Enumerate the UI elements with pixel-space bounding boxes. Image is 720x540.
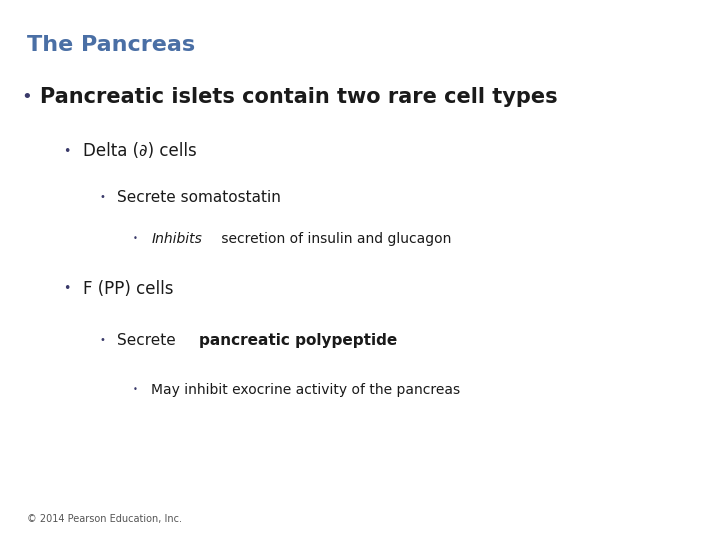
Text: Secrete: Secrete bbox=[117, 333, 181, 348]
Text: •: • bbox=[22, 88, 32, 106]
Text: Delta (∂) cells: Delta (∂) cells bbox=[83, 142, 197, 160]
Text: •: • bbox=[63, 282, 71, 295]
Text: pancreatic polypeptide: pancreatic polypeptide bbox=[199, 333, 397, 348]
Text: The Pancreas: The Pancreas bbox=[27, 35, 196, 55]
Text: secretion of insulin and glucagon: secretion of insulin and glucagon bbox=[217, 232, 451, 246]
Text: © 2014 Pearson Education, Inc.: © 2014 Pearson Education, Inc. bbox=[27, 514, 182, 524]
Text: •: • bbox=[133, 386, 138, 394]
Text: F (PP) cells: F (PP) cells bbox=[83, 280, 174, 298]
Text: •: • bbox=[133, 234, 138, 243]
Text: Pancreatic islets contain two rare cell types: Pancreatic islets contain two rare cell … bbox=[40, 87, 557, 107]
Text: Secrete somatostatin: Secrete somatostatin bbox=[117, 190, 282, 205]
Text: May inhibit exocrine activity of the pancreas: May inhibit exocrine activity of the pan… bbox=[151, 383, 460, 397]
Text: •: • bbox=[63, 145, 71, 158]
Text: •: • bbox=[99, 335, 105, 345]
Text: •: • bbox=[99, 192, 105, 202]
Text: Inhibits: Inhibits bbox=[151, 232, 202, 246]
